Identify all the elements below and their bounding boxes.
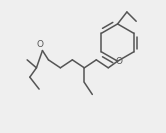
Text: O: O [37, 40, 44, 49]
Text: O: O [116, 57, 123, 66]
